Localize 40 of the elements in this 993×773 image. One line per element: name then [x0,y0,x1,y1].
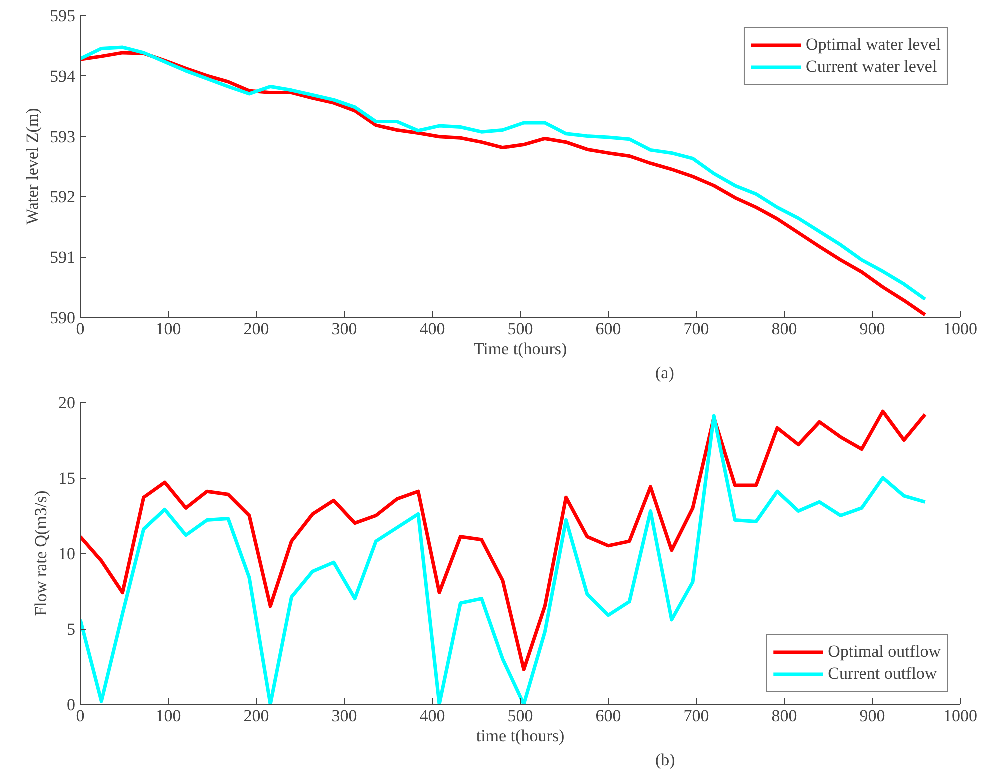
x-tick-label: 500 [508,706,534,726]
legend-label: Optimal outflow [828,641,941,663]
y-tick-label: 594 [50,66,76,86]
y-tick-label: 5 [67,620,76,639]
x-tick-label: 600 [596,706,622,726]
y-tick-label: 595 [50,6,76,26]
y-axis-title: Flow rate Q(m3/s) [32,490,50,616]
x-axis-title: Time t(hours) [474,340,568,358]
legend-label: Current outflow [828,663,938,685]
x-tick-label: 1000 [944,320,978,338]
x-tick-label: 900 [860,706,886,726]
legend-label: Current water level [806,56,938,78]
x-tick-label: 400 [420,320,446,338]
x-tick-label: 800 [772,320,798,338]
y-tick-label: 20 [58,394,76,412]
x-tick-label: 300 [332,320,358,338]
x-tick-label: 300 [332,706,358,726]
x-tick-label: 1000 [944,706,978,726]
x-tick-label: 500 [508,320,534,338]
text: (b) [656,750,676,770]
legend-label: Optimal water level [806,34,941,56]
x-tick-label: 100 [156,320,182,338]
y-tick-label: 15 [58,469,76,488]
x-axis-title: time t(hours) [476,726,565,746]
y-tick-label: 590 [50,308,76,328]
x-tick-label: 700 [684,320,710,338]
x-tick-label: 900 [860,320,886,338]
x-tick-label: 400 [420,706,446,726]
y-tick-label: 592 [50,188,76,207]
x-tick-label: 700 [684,706,710,726]
y-tick-label: 593 [50,127,76,146]
x-tick-label: 600 [596,320,622,338]
x-tick-label: 800 [772,706,798,726]
x-tick-label: 200 [244,706,270,726]
y-axis-title: Water level Z(m) [23,108,42,225]
y-tick-label: 10 [58,544,76,564]
y-tick-label: 591 [50,248,76,268]
text: (a) [656,364,674,382]
x-tick-label: 100 [156,706,182,726]
x-tick-label: 200 [244,320,270,338]
